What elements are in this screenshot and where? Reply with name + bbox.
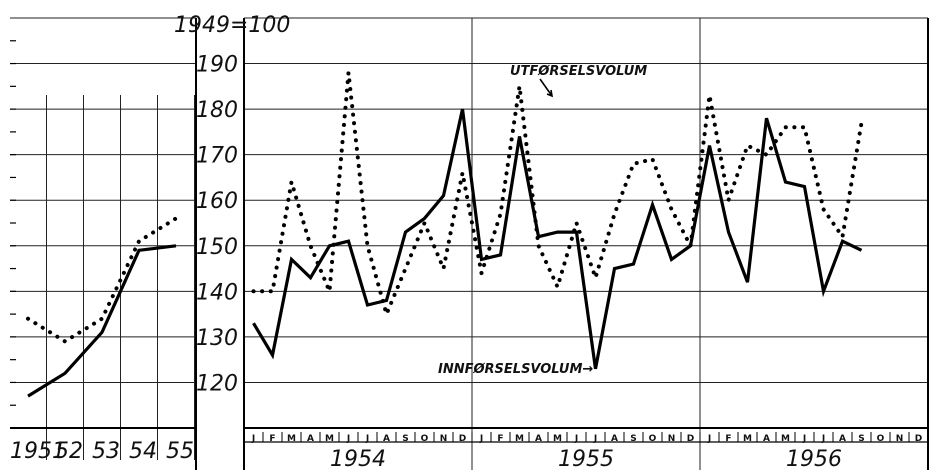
y-tick-label: 160 xyxy=(196,189,238,214)
month-label: J xyxy=(821,434,825,444)
month-label: A xyxy=(611,434,618,444)
month-label: J xyxy=(346,434,350,444)
grid xyxy=(10,17,928,470)
month-label: M xyxy=(781,434,790,444)
month-label: O xyxy=(421,434,429,444)
month-label: M xyxy=(515,434,524,444)
month-label: D xyxy=(687,434,694,444)
month-label: M xyxy=(553,434,562,444)
month-label: N xyxy=(896,434,904,444)
month-label: O xyxy=(649,434,657,444)
month-label: F xyxy=(269,434,275,444)
annotation-imports: INNFØRSELSVOLUM→ xyxy=(438,362,593,377)
month-label: S xyxy=(858,434,864,444)
y-tick-label: 140 xyxy=(196,280,238,305)
month-label: J xyxy=(593,434,597,444)
annotation-exports: UTFØRSELSVOLUM xyxy=(510,64,647,79)
left-x-tick-label: 54 xyxy=(129,439,157,464)
year-label: 1956 xyxy=(786,447,842,470)
month-label: A xyxy=(839,434,846,444)
left-x-tick-label: 1951 xyxy=(10,439,66,464)
month-label: J xyxy=(574,434,578,444)
month-label: A xyxy=(763,434,770,444)
month-label: N xyxy=(440,434,448,444)
month-label: F xyxy=(497,434,503,444)
month-label: A xyxy=(383,434,390,444)
export-volume-line xyxy=(251,72,864,321)
month-label: J xyxy=(365,434,369,444)
month-label: A xyxy=(307,434,314,444)
month-label: J xyxy=(251,434,255,444)
month-label: D xyxy=(915,434,922,444)
y-tick-label: 190 xyxy=(196,53,238,78)
y-tick-label: 180 xyxy=(196,98,238,123)
y-tick-label: 120 xyxy=(196,371,238,396)
month-label: N xyxy=(668,434,676,444)
month-label: M xyxy=(287,434,296,444)
month-label: J xyxy=(707,434,711,444)
left-export-line xyxy=(26,216,178,344)
left-import-line xyxy=(27,244,177,398)
month-label: M xyxy=(325,434,334,444)
series xyxy=(26,72,864,398)
y-tick-label: 150 xyxy=(196,235,238,260)
y-axis-label: 1949=100 xyxy=(174,13,290,38)
left-x-tick-label: 53 xyxy=(92,439,120,464)
left-x-tick-label: 52 xyxy=(55,439,83,464)
month-label: O xyxy=(877,434,885,444)
month-label: S xyxy=(630,434,636,444)
month-label: J xyxy=(802,434,806,444)
annotation-exports-arrow xyxy=(539,78,554,98)
left-x-tick-label: 55 xyxy=(166,439,194,464)
month-label: F xyxy=(725,434,731,444)
import-volume-line xyxy=(252,108,863,370)
month-label: D xyxy=(459,434,466,444)
month-label: M xyxy=(743,434,752,444)
month-label: J xyxy=(479,434,483,444)
axis-ticks xyxy=(10,40,929,443)
y-tick-label: 170 xyxy=(196,144,238,169)
month-label: A xyxy=(535,434,542,444)
year-label: 1954 xyxy=(330,447,386,470)
month-label: S xyxy=(402,434,408,444)
year-label: 1955 xyxy=(558,447,614,470)
y-tick-label: 130 xyxy=(196,326,238,351)
